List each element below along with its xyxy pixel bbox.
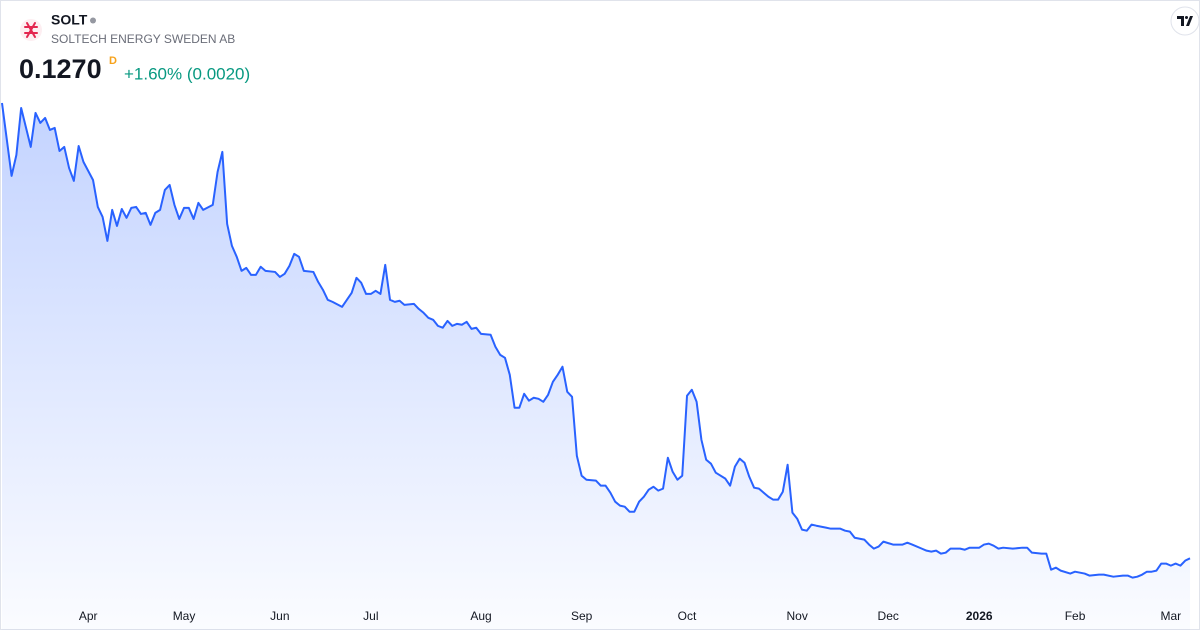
price-change: +1.60% (0.0020) [124,64,250,83]
tradingview-logo[interactable] [1170,6,1200,36]
last-price: 0.1270 [19,54,102,84]
x-tick-label: Feb [1065,609,1086,623]
x-tick-label: Jul [363,609,378,623]
x-tick-label: Apr [79,609,98,623]
x-tick-label: Mar [1161,609,1182,623]
x-tick-label: Oct [678,609,697,623]
interval: D [109,55,117,67]
status-dot [90,17,96,24]
x-tick-label: Jun [270,609,289,623]
x-tick-label: Aug [470,609,491,623]
x-tick-label: 2026 [966,609,993,623]
symbol-logo [20,19,42,41]
area-fill [2,102,1190,630]
x-tick-label: Dec [878,609,899,623]
symbol: SOLT [51,12,88,28]
x-tick-label: Sep [571,609,593,623]
plot-area [1,102,1191,630]
x-tick-label: May [173,609,196,623]
price-line [1,102,1191,579]
x-tick-label: Nov [787,609,808,623]
company-name: SOLTECH ENERGY SWEDEN AB [51,32,235,46]
